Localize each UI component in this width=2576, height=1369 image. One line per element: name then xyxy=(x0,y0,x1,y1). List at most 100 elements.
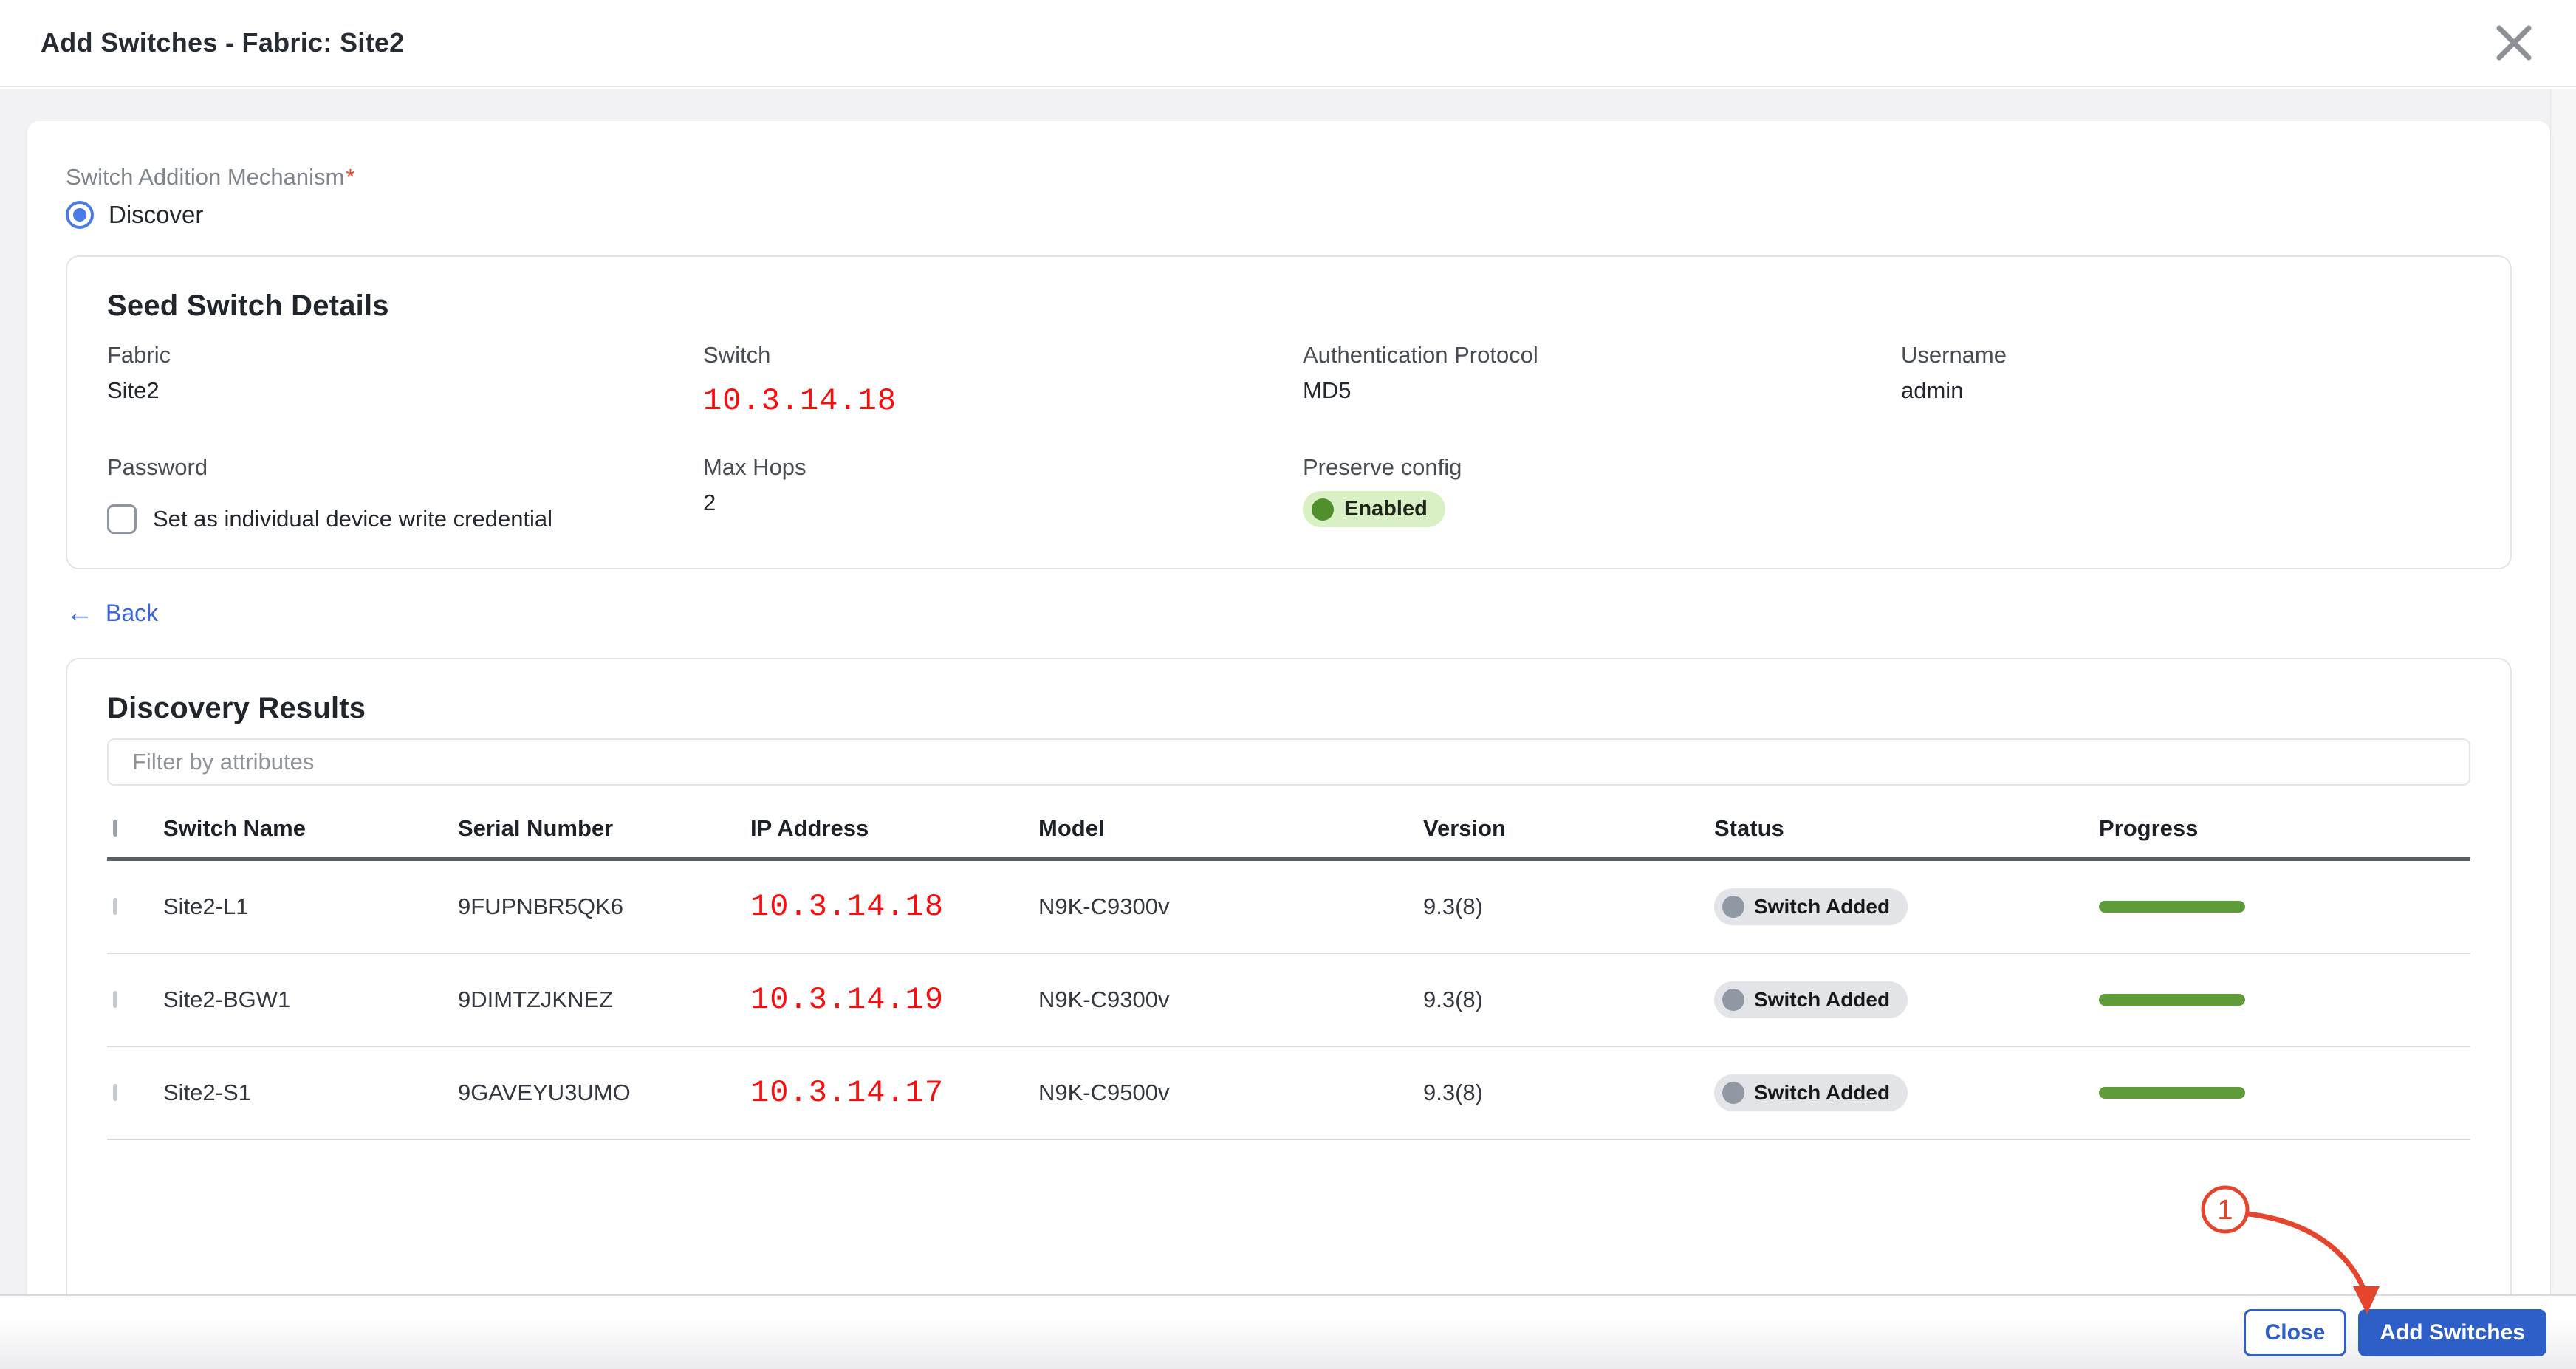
version-cell: 9.3(8) xyxy=(1423,893,1483,919)
column-header-status[interactable]: Status xyxy=(1714,814,1784,841)
back-link-label: Back xyxy=(106,599,159,626)
username-label: Username xyxy=(1901,342,2007,368)
discovery-results-card: Discovery Results Switch Name Serial Num… xyxy=(66,658,2512,1294)
enabled-status-dot-icon xyxy=(1312,498,1334,521)
switch-field: Switch 10.3.14.18 xyxy=(703,339,1303,417)
username-value: admin xyxy=(1901,377,1964,403)
auth-protocol-label: Authentication Protocol xyxy=(1303,342,1538,368)
switch-row-checkbox[interactable] xyxy=(113,898,117,915)
status-dot-icon xyxy=(1722,1082,1744,1104)
switch-name-cell: Site2-BGW1 xyxy=(163,987,291,1012)
status-cell: Switch Added xyxy=(1714,888,2099,925)
select-all-checkbox[interactable] xyxy=(113,819,117,837)
switch-row-checkbox[interactable] xyxy=(113,1084,117,1101)
add-switches-button[interactable]: Add Switches xyxy=(2358,1308,2546,1356)
column-header-progress[interactable]: Progress xyxy=(2099,814,2199,841)
switch-addition-mechanism-section: Switch Addition Mechanism* Discover xyxy=(66,164,2512,229)
back-link[interactable]: ← Back xyxy=(66,599,158,627)
progress-bar-fill xyxy=(2099,994,2245,1006)
switch-row-checkbox[interactable] xyxy=(113,991,117,1008)
progress-bar-fill xyxy=(2099,1087,2245,1099)
column-header-version[interactable]: Version xyxy=(1423,814,1506,841)
progress-bar xyxy=(2099,1087,2245,1099)
row-checkbox-cell xyxy=(107,898,163,915)
arrow-left-icon: ← xyxy=(66,597,94,628)
dialog-title: Add Switches - Fabric: Site2 xyxy=(41,27,405,58)
model-cell: N9K-C9500v xyxy=(1038,1080,1170,1105)
status-badge: Switch Added xyxy=(1714,1074,1908,1111)
enabled-badge: Enabled xyxy=(1303,491,1445,527)
table-body: Site2-L1 9FUPNBR5QK6 10.3.14.18 N9K-C9300v 9… xyxy=(107,861,2470,1140)
status-badge: Switch Added xyxy=(1714,981,1908,1018)
column-header-ip-address[interactable]: IP Address xyxy=(750,814,869,841)
close-x-glyph xyxy=(2496,25,2532,61)
serial-number-cell: 9FUPNBR5QK6 xyxy=(458,893,623,919)
version-cell: 9.3(8) xyxy=(1423,1080,1483,1105)
status-badge: Switch Added xyxy=(1714,888,1908,925)
row-checkbox-cell xyxy=(107,991,163,1008)
discovery-table: Switch Name Serial Number IP Address Mod… xyxy=(107,799,2470,1140)
seed-switch-details-card: Seed Switch Details Fabric Site2 Switch … xyxy=(66,255,2512,569)
auth-protocol-field: Authentication Protocol MD5 xyxy=(1303,339,1901,417)
progress-bar-fill xyxy=(2099,901,2245,913)
model-cell: N9K-C9300v xyxy=(1038,987,1170,1012)
table-row: Site2-S1 9GAVEYU3UMO 10.3.14.17 N9K-C9500v 9… xyxy=(107,1047,2470,1140)
version-cell: 9.3(8) xyxy=(1423,987,1483,1012)
discovery-results-heading: Discovery Results xyxy=(107,692,366,724)
ip-address-cell: 10.3.14.18 xyxy=(750,889,945,924)
vertical-scrollbar[interactable] xyxy=(2550,89,2576,1294)
table-row: Site2-BGW1 9DIMTZJKNEZ 10.3.14.19 N9K-C9300… xyxy=(107,954,2470,1047)
switch-name-cell: Site2-S1 xyxy=(163,1080,251,1105)
column-header-model[interactable]: Model xyxy=(1038,814,1105,841)
row-checkbox-cell xyxy=(107,1084,163,1101)
progress-cell xyxy=(2099,901,2470,913)
mechanism-label-text: Switch Addition Mechanism xyxy=(66,164,345,190)
max-hops-label: Max Hops xyxy=(703,454,806,480)
password-label: Password xyxy=(107,454,208,480)
progress-cell xyxy=(2099,1087,2470,1099)
column-header-switch-name[interactable]: Switch Name xyxy=(163,814,306,841)
preserve-config-label: Preserve config xyxy=(1303,454,1462,480)
status-badge-label: Switch Added xyxy=(1754,988,1891,1011)
close-button[interactable]: Close xyxy=(2243,1308,2347,1356)
status-dot-icon xyxy=(1722,896,1744,918)
progress-cell xyxy=(2099,994,2470,1006)
discover-radio-label: Discover xyxy=(109,201,204,228)
serial-number-cell: 9DIMTZJKNEZ xyxy=(458,987,614,1012)
password-field: Password Set as individual device write … xyxy=(107,451,703,534)
max-hops-value: 2 xyxy=(703,490,716,515)
status-dot-icon xyxy=(1722,989,1744,1011)
seed-switch-details-heading: Seed Switch Details xyxy=(107,289,389,322)
close-icon[interactable] xyxy=(2490,19,2538,66)
fabric-field: Fabric Site2 xyxy=(107,339,703,417)
status-badge-label: Switch Added xyxy=(1754,895,1891,918)
status-badge-label: Switch Added xyxy=(1754,1081,1891,1104)
auth-protocol-value: MD5 xyxy=(1303,377,1352,403)
filter-input[interactable] xyxy=(107,738,2470,786)
content-panel: Switch Addition Mechanism* Discover Seed… xyxy=(27,121,2550,1294)
write-credential-checkbox[interactable] xyxy=(107,504,137,534)
username-field: Username admin xyxy=(1901,339,2470,417)
max-hops-field: Max Hops 2 xyxy=(703,451,1303,534)
switch-ip-value: 10.3.14.18 xyxy=(703,383,897,419)
table-row: Site2-L1 9FUPNBR5QK6 10.3.14.18 N9K-C9300v 9… xyxy=(107,861,2470,954)
column-header-serial-number[interactable]: Serial Number xyxy=(458,814,614,841)
model-cell: N9K-C9300v xyxy=(1038,893,1170,919)
radio-dot xyxy=(73,208,86,222)
seed-fields-row-1: Fabric Site2 Switch 10.3.14.18 Authentic… xyxy=(107,339,2470,417)
radio-selected-icon[interactable] xyxy=(66,201,94,229)
required-asterisk: * xyxy=(346,164,355,190)
ip-address-cell: 10.3.14.17 xyxy=(750,1075,945,1111)
dialog-header: Add Switches - Fabric: Site2 xyxy=(0,0,2576,87)
switch-name-cell: Site2-L1 xyxy=(163,893,249,919)
seed-fields-row-2: Password Set as individual device write … xyxy=(107,451,2470,534)
ip-address-cell: 10.3.14.19 xyxy=(750,982,945,1018)
write-credential-label: Set as individual device write credentia… xyxy=(153,506,553,532)
discover-radio-option[interactable]: Discover xyxy=(66,201,2512,229)
table-header-row: Switch Name Serial Number IP Address Mod… xyxy=(107,799,2470,861)
write-credential-row: Set as individual device write credentia… xyxy=(107,504,703,534)
progress-bar xyxy=(2099,901,2245,913)
dialog-body: Switch Addition Mechanism* Discover Seed… xyxy=(0,89,2576,1294)
status-cell: Switch Added xyxy=(1714,1074,2099,1111)
status-cell: Switch Added xyxy=(1714,981,2099,1018)
